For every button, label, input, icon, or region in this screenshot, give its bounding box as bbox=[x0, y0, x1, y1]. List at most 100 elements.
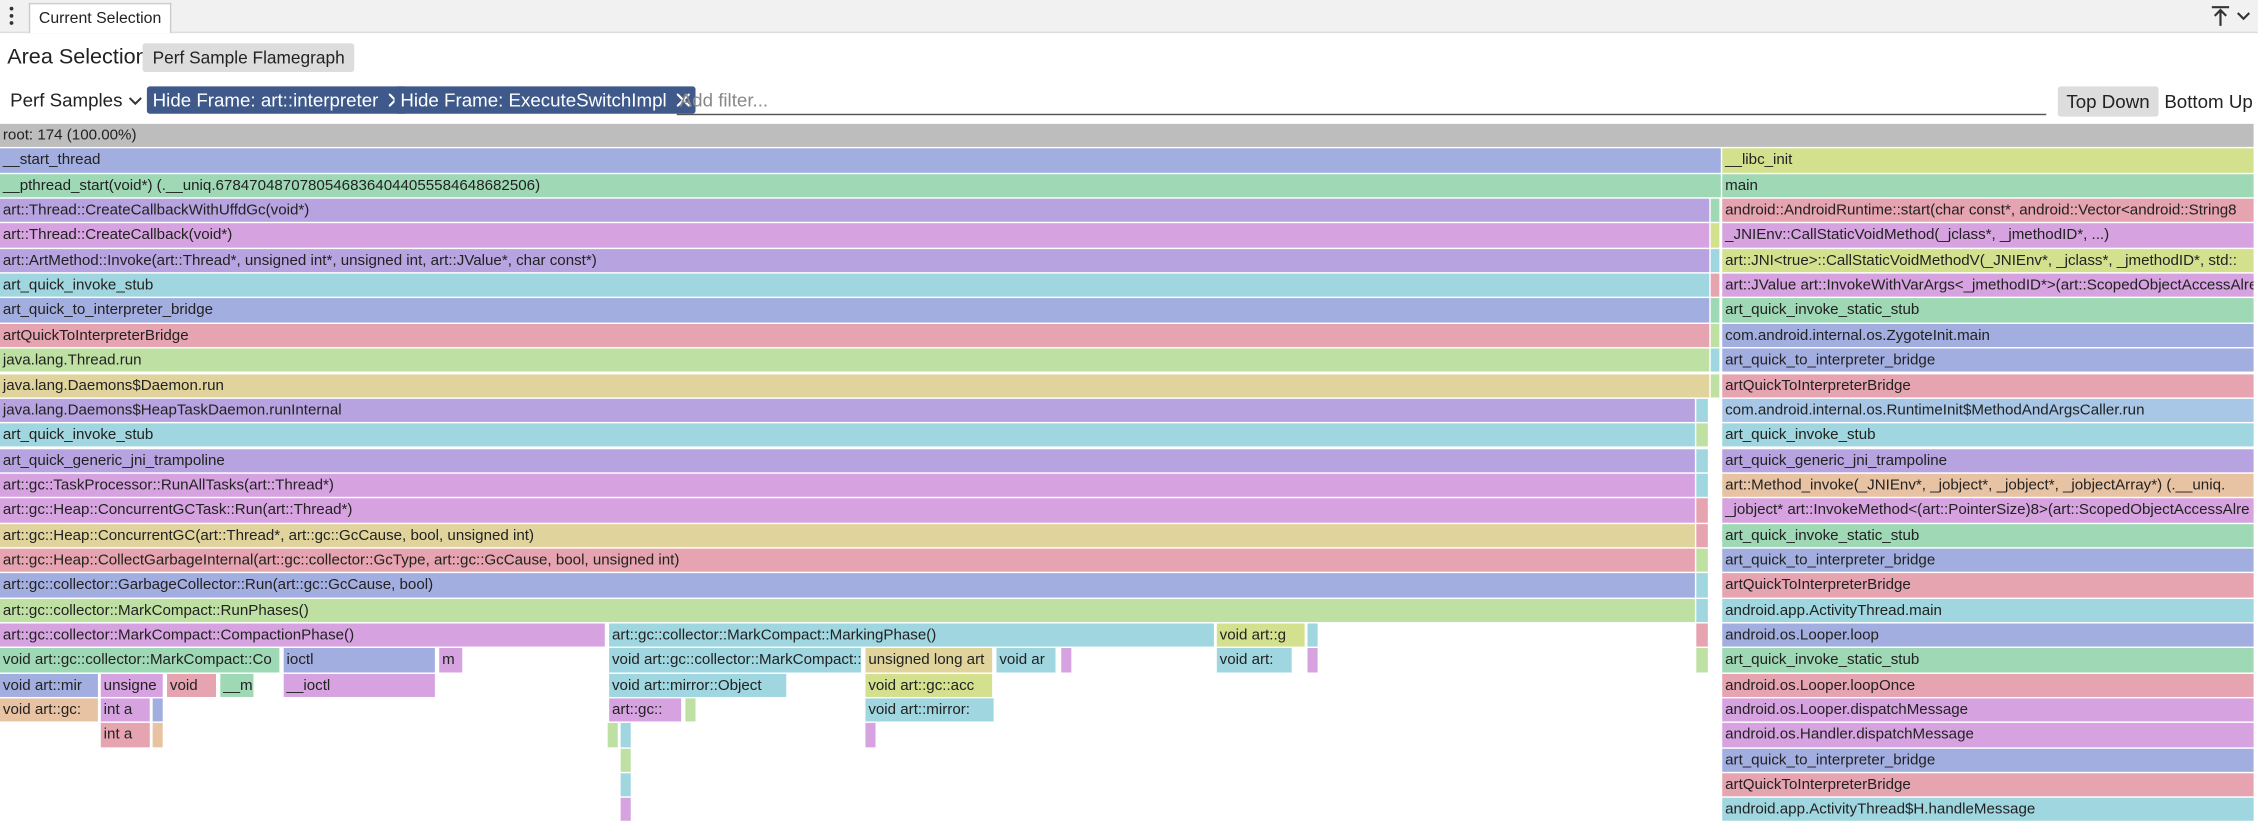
flame-frame[interactable]: art::ArtMethod::Invoke(art::Thread*, uns… bbox=[0, 248, 1710, 273]
flame-frame[interactable]: art::gc::Heap::CollectGarbageInternal(ar… bbox=[0, 548, 1695, 573]
top-down-button[interactable]: Top Down bbox=[2057, 86, 2159, 117]
flame-frame[interactable]: m bbox=[439, 648, 463, 672]
flame-frame[interactable]: art_quick_invoke_stub bbox=[0, 423, 1695, 448]
flame-frame[interactable]: art::gc::collector::MarkCompact::Compact… bbox=[0, 623, 605, 647]
flame-frame[interactable] bbox=[1710, 323, 1720, 348]
flame-frame[interactable] bbox=[1307, 648, 1318, 672]
flame-frame[interactable]: artQuickToInterpreterBridge bbox=[1722, 773, 2254, 797]
flame-frame[interactable] bbox=[685, 698, 696, 722]
flame-frame[interactable] bbox=[1696, 523, 1708, 548]
flame-frame[interactable] bbox=[1307, 623, 1318, 647]
flame-frame[interactable] bbox=[1710, 223, 1720, 248]
bottom-up-button[interactable]: Bottom Up bbox=[2164, 90, 2253, 113]
flame-frame[interactable]: void art::g bbox=[1216, 623, 1305, 647]
flame-frame[interactable] bbox=[152, 698, 163, 722]
flame-frame[interactable]: android.app.ActivityThread.main bbox=[1722, 598, 2254, 622]
flame-frame[interactable] bbox=[1696, 648, 1708, 672]
flame-frame[interactable]: art::JNI<true>::CallStaticVoidMethodV(_J… bbox=[1722, 248, 2254, 273]
flame-frame[interactable]: android::AndroidRuntime::start(char cons… bbox=[1722, 198, 2254, 223]
flame-frame[interactable]: com.android.internal.os.ZygoteInit.main bbox=[1722, 323, 2254, 348]
flame-frame[interactable]: art::gc::collector::MarkCompact::Marking… bbox=[609, 623, 1214, 647]
flame-frame[interactable]: void art::gc::acc bbox=[865, 673, 993, 697]
flame-frame[interactable] bbox=[620, 798, 631, 821]
flame-frame[interactable]: art::gc::Heap::ConcurrentGCTask::Run(art… bbox=[0, 498, 1695, 523]
flame-frame[interactable]: art_quick_invoke_stub bbox=[1722, 423, 2254, 448]
flame-frame[interactable]: void art::gc::collector::MarkCompact::Co bbox=[0, 648, 280, 672]
flame-frame[interactable]: android.os.Looper.loop bbox=[1722, 623, 2254, 647]
flame-frame[interactable]: art::gc::Heap::ConcurrentGC(art::Thread*… bbox=[0, 523, 1695, 548]
flame-frame[interactable] bbox=[620, 748, 631, 772]
chip-remove[interactable] bbox=[676, 93, 690, 107]
flame-frame[interactable] bbox=[152, 723, 163, 747]
flame-frame[interactable]: art_quick_to_interpreter_bridge bbox=[1722, 748, 2254, 772]
flame-frame[interactable]: ioctl bbox=[283, 648, 435, 672]
flame-frame[interactable] bbox=[1696, 473, 1708, 498]
flame-frame[interactable]: art::Thread::CreateCallback(void*) bbox=[0, 223, 1710, 248]
flame-frame[interactable]: art_quick_generic_jni_trampoline bbox=[1722, 448, 2254, 473]
flame-frame[interactable] bbox=[1696, 398, 1708, 423]
flame-frame[interactable] bbox=[865, 723, 876, 747]
flame-frame[interactable] bbox=[620, 723, 631, 747]
flame-frame[interactable] bbox=[1710, 273, 1720, 298]
flame-frame[interactable] bbox=[620, 773, 631, 797]
flame-frame[interactable]: void bbox=[167, 673, 217, 697]
flame-frame[interactable]: root: 174 (100.00%) bbox=[0, 123, 2254, 148]
flame-frame[interactable]: void art: bbox=[1216, 648, 1292, 672]
flame-frame[interactable]: artQuickToInterpreterBridge bbox=[0, 323, 1710, 348]
flame-frame[interactable]: android.os.Handler.dispatchMessage bbox=[1722, 723, 2254, 747]
flame-frame[interactable]: __libc_init bbox=[1722, 148, 2254, 173]
flame-frame[interactable]: art::gc::collector::GarbageCollector::Ru… bbox=[0, 573, 1695, 598]
flame-frame[interactable]: art::Method_invoke(_JNIEnv*, _jobject*, … bbox=[1722, 473, 2254, 498]
flame-frame[interactable]: art_quick_invoke_stub bbox=[0, 273, 1710, 298]
flamegraph-button[interactable]: Perf Sample Flamegraph bbox=[142, 43, 355, 72]
tab[interactable]: Current Selection bbox=[28, 2, 172, 34]
flame-frame[interactable]: void art::gc: bbox=[0, 698, 98, 722]
flame-frame[interactable] bbox=[1696, 623, 1708, 647]
flame-frame[interactable]: artQuickToInterpreterBridge bbox=[1722, 373, 2254, 398]
flame-frame[interactable] bbox=[1710, 298, 1720, 323]
flame-frame[interactable]: main bbox=[1722, 173, 2254, 198]
flame-frame[interactable] bbox=[1696, 598, 1708, 622]
flame-frame[interactable]: void ar bbox=[996, 648, 1056, 672]
flame-frame[interactable]: art_quick_invoke_static_stub bbox=[1722, 298, 2254, 323]
flame-frame[interactable] bbox=[1696, 548, 1708, 573]
flame-frame[interactable]: art_quick_to_interpreter_bridge bbox=[0, 298, 1710, 323]
menu-icon[interactable] bbox=[7, 6, 16, 26]
flame-frame[interactable]: void art::gc::collector::MarkCompact::Ma… bbox=[609, 648, 862, 672]
flame-frame[interactable]: java.lang.Daemons$Daemon.run bbox=[0, 373, 1710, 398]
flame-frame[interactable]: android.app.ActivityThread$H.handleMessa… bbox=[1722, 798, 2254, 821]
flame-frame[interactable]: art_quick_invoke_static_stub bbox=[1722, 523, 2254, 548]
flame-frame[interactable] bbox=[1710, 248, 1720, 273]
flame-frame[interactable]: art_quick_invoke_static_stub bbox=[1722, 648, 2254, 672]
flame-frame[interactable]: __m bbox=[220, 673, 254, 697]
flame-frame[interactable]: art::gc::TaskProcessor::RunAllTasks(art:… bbox=[0, 473, 1695, 498]
flame-frame[interactable]: art::JValue art::InvokeWithVarArgs<_jmet… bbox=[1722, 273, 2254, 298]
flame-frame[interactable]: void art::mirror: bbox=[865, 698, 994, 722]
flame-frame[interactable]: int a bbox=[100, 723, 150, 747]
flame-frame[interactable] bbox=[1696, 448, 1708, 473]
flame-frame[interactable]: __start_thread bbox=[0, 148, 1721, 173]
flame-frame[interactable] bbox=[1696, 423, 1708, 448]
flame-frame[interactable]: unsigne bbox=[100, 673, 163, 697]
flame-frame[interactable]: art::gc::collector::MarkCompact::RunPhas… bbox=[0, 598, 1695, 622]
flame-frame[interactable]: art::gc:: bbox=[609, 698, 682, 722]
flame-frame[interactable] bbox=[1061, 648, 1072, 672]
flame-frame[interactable]: void art::mirror::Object bbox=[609, 673, 787, 697]
flame-frame[interactable]: void art::mir bbox=[0, 673, 98, 697]
flame-frame[interactable]: artQuickToInterpreterBridge bbox=[1722, 573, 2254, 598]
flame-frame[interactable]: __pthread_start(void*) (.__uniq.67847048… bbox=[0, 173, 1721, 198]
sample-select[interactable]: Perf Samples bbox=[10, 86, 143, 115]
flame-frame[interactable]: android.os.Looper.loopOnce bbox=[1722, 673, 2254, 697]
flame-frame[interactable]: int a bbox=[100, 698, 150, 722]
flame-frame[interactable]: android.os.Looper.dispatchMessage bbox=[1722, 698, 2254, 722]
flame-frame[interactable] bbox=[607, 723, 618, 747]
flame-frame[interactable]: _JNIEnv::CallStaticVoidMethod(_jclass*, … bbox=[1722, 223, 2254, 248]
flame-frame[interactable]: art_quick_to_interpreter_bridge bbox=[1722, 348, 2254, 373]
filter-chip[interactable]: Hide Frame: ExecuteSwitchImpl bbox=[394, 86, 696, 114]
filter-chip[interactable]: Hide Frame: art::interpreter bbox=[146, 86, 408, 114]
flame-frame[interactable]: java.lang.Daemons$HeapTaskDaemon.runInte… bbox=[0, 398, 1695, 423]
flame-frame[interactable]: java.lang.Thread.run bbox=[0, 348, 1710, 373]
flame-frame[interactable] bbox=[1696, 498, 1708, 523]
flame-frame[interactable]: __ioctl bbox=[283, 673, 435, 697]
flame-frame[interactable]: art_quick_to_interpreter_bridge bbox=[1722, 548, 2254, 573]
